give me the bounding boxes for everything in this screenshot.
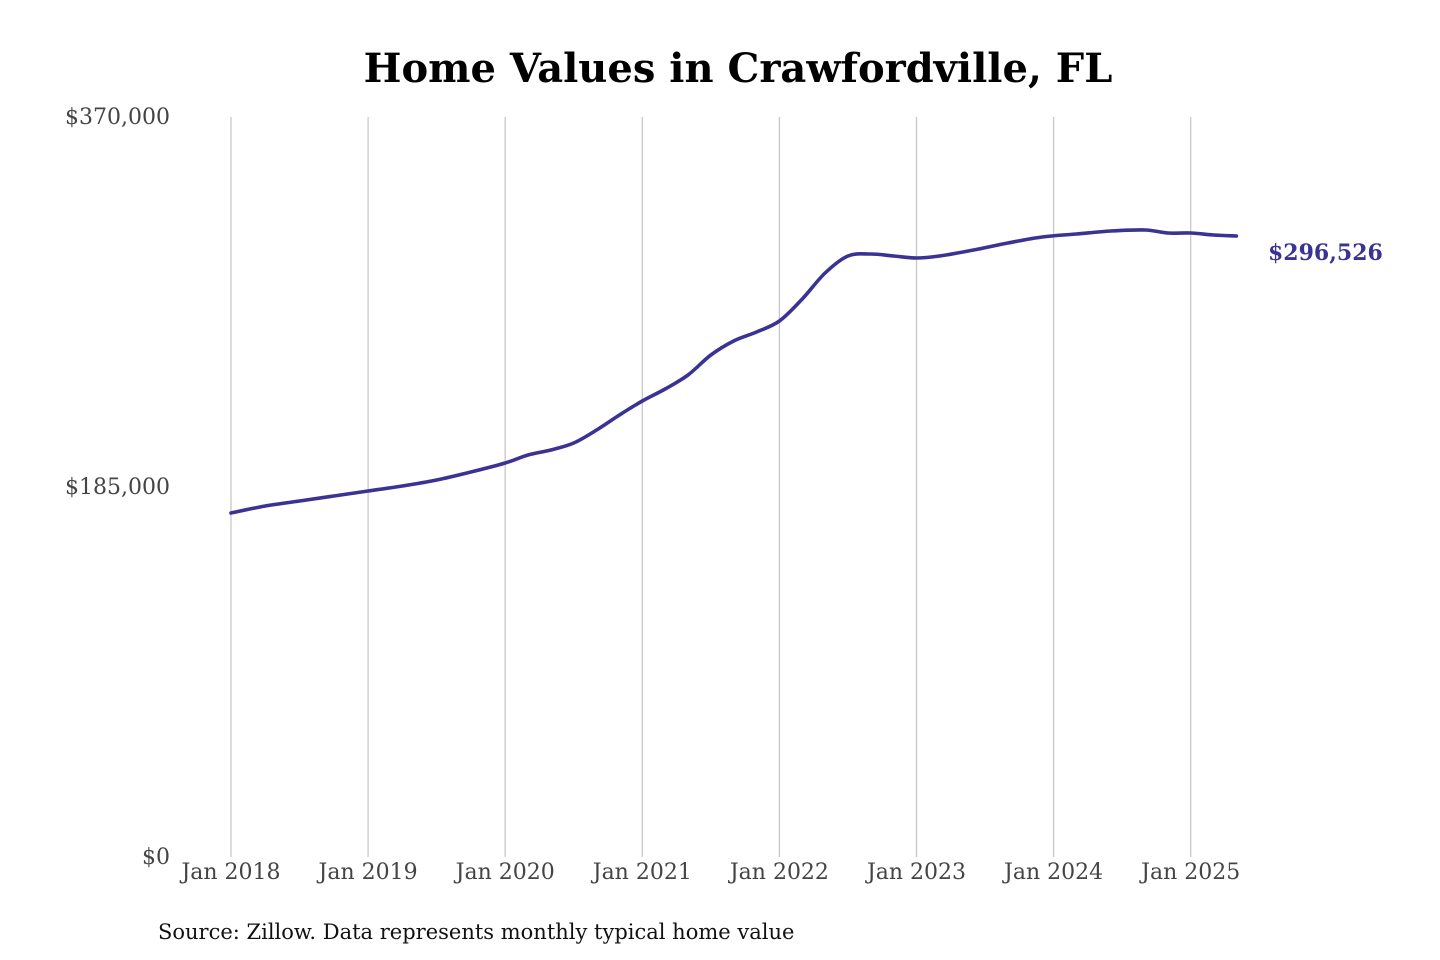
vertical-gridlines [230,117,1192,857]
source-note: Source: Zillow. Data represents monthly … [158,920,794,944]
series-group [229,228,1239,515]
x-tick-label: Jan 2018 [179,860,280,885]
y-tick-label: $0 [142,845,170,870]
x-axis: Jan 2018 Jan 2019 Jan 2020 Jan 2021 Jan 2022… [179,860,1240,885]
y-tick-label: $370,000 [65,105,170,130]
x-tick-label: Jan 2025 [1139,860,1240,885]
x-tick-label: Jan 2021 [591,860,692,885]
x-tick-label: Jan 2023 [865,860,966,885]
chart-title: Home Values in Crawfordville, FL [364,45,1113,92]
y-axis: $0 $185,000 $370,000 [65,105,170,870]
end-value-label: $296,526 [1268,240,1383,266]
x-tick-label: Jan 2020 [454,860,555,885]
y-tick-label: $185,000 [65,475,170,500]
x-tick-label: Jan 2022 [728,860,829,885]
home-value-series-line [229,228,1239,515]
x-tick-label: Jan 2024 [1002,860,1103,885]
x-tick-label: Jan 2019 [317,860,418,885]
